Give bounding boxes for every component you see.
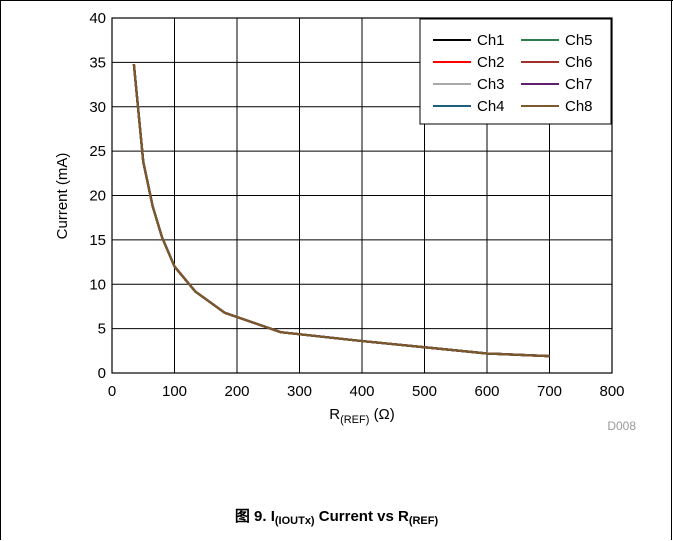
x-axis-label-unit: (Ω) (374, 406, 395, 423)
caption-sub-ref: (REF) (408, 515, 439, 527)
y-tick-label-2: 10 (89, 276, 106, 293)
figure-id-annotation: D008 (607, 419, 636, 433)
caption-middle: Current vs R (314, 508, 409, 525)
legend-label-ch4: Ch4 (477, 98, 505, 115)
x-axis-label: R(REF) (Ω) (329, 406, 395, 426)
y-tick-label-1: 5 (98, 321, 106, 338)
series-line-ch8 (132, 64, 550, 358)
figure-caption: 图 9. I(IOUTx) Current vs R(REF) (0, 505, 673, 527)
x-tick-label-1: 100 (162, 383, 187, 400)
y-tick-label-6: 30 (89, 99, 106, 116)
x-tick-label-6: 600 (474, 383, 499, 400)
x-tick-label-4: 400 (349, 383, 374, 400)
x-tick-label-5: 500 (412, 383, 437, 400)
top-rule (0, 0, 673, 1)
y-tick-labels: 0 5 10 15 20 25 30 35 40 (89, 10, 106, 382)
y-tick-label-5: 25 (89, 143, 106, 160)
y-tick-label-3: 15 (89, 232, 106, 249)
legend-label-ch6: Ch6 (565, 54, 593, 71)
series-lines (132, 64, 550, 358)
x-tick-label-8: 800 (599, 383, 624, 400)
x-tick-label-2: 200 (224, 383, 249, 400)
x-axis-label-main: R (329, 406, 340, 423)
x-axis-label-sub: (REF) (340, 414, 369, 426)
y-tick-label-7: 35 (89, 54, 106, 71)
y-axis-label: Current (mA) (54, 153, 71, 240)
x-tick-label-0: 0 (108, 383, 116, 400)
legend-label-ch1: Ch1 (477, 32, 505, 49)
x-tick-labels: 0 100 200 300 400 500 600 700 800 (108, 383, 625, 400)
y-tick-label-0: 0 (98, 365, 106, 382)
plot-border (111, 17, 613, 374)
x-tick-label-7: 700 (537, 383, 562, 400)
legend-label-ch2: Ch2 (477, 54, 505, 71)
legend-label-ch5: Ch5 (565, 32, 593, 49)
legend-label-ch3: Ch3 (477, 76, 505, 93)
legend-label-ch7: Ch7 (565, 76, 593, 93)
x-tick-label-3: 300 (287, 383, 312, 400)
legend-label-ch8: Ch8 (565, 98, 593, 115)
y-tick-label-8: 40 (89, 10, 106, 27)
y-tick-label-4: 20 (89, 188, 106, 205)
caption-sub-ioutx: (IOUTx) (274, 515, 315, 527)
legend: Ch1 Ch2 Ch3 Ch4 Ch5 Ch6 Ch7 Ch8 (419, 18, 612, 125)
caption-prefix: 图 9. I (234, 508, 275, 525)
